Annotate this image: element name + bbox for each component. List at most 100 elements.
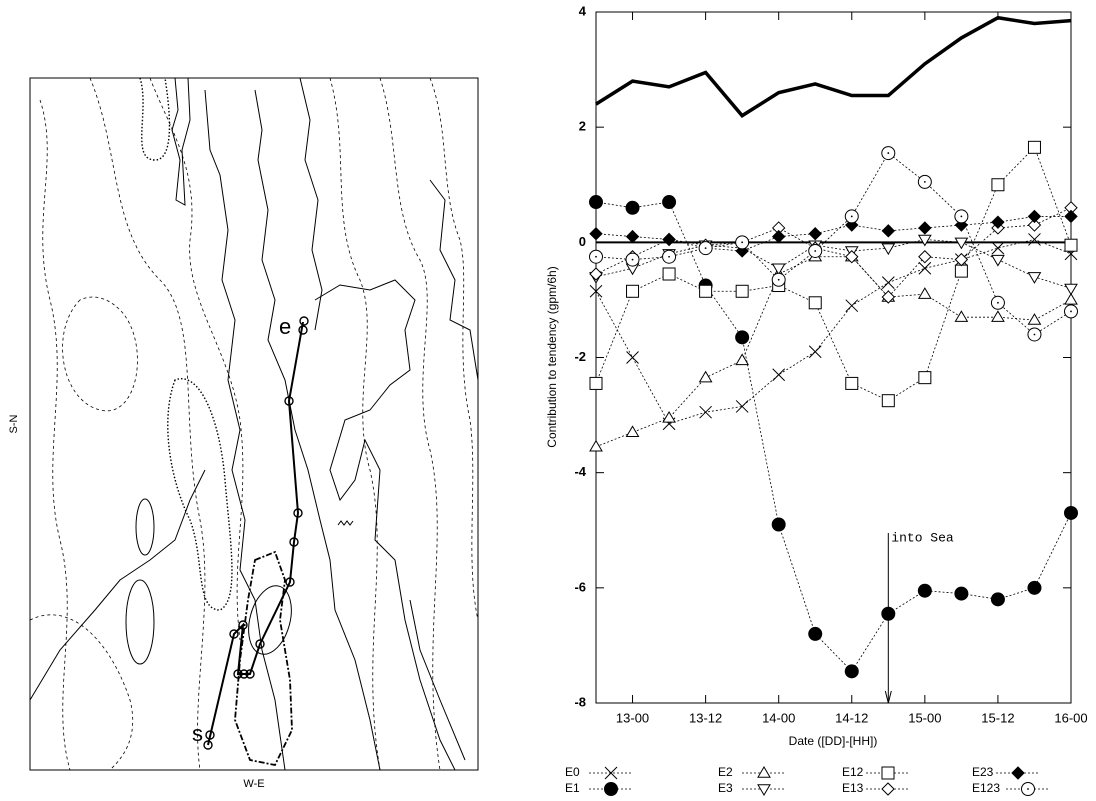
dashed-contours xyxy=(29,77,479,771)
marker-dot xyxy=(668,255,670,258)
marker xyxy=(604,766,618,780)
marker-dot xyxy=(997,301,999,304)
x-tick-label: 15-00 xyxy=(908,710,941,725)
marker xyxy=(1064,209,1078,224)
marker xyxy=(954,310,969,322)
track-point xyxy=(298,325,308,335)
marker xyxy=(917,174,932,189)
track-point xyxy=(255,639,265,649)
marker-dot xyxy=(814,250,817,252)
marker xyxy=(1027,209,1042,224)
y-tick-label: -6 xyxy=(574,579,586,594)
x-tick-label: 14-00 xyxy=(762,710,795,725)
track-point xyxy=(239,669,249,679)
track-point xyxy=(284,396,294,406)
marker xyxy=(991,254,1005,267)
marker xyxy=(881,224,896,238)
x-tick-label: 16-00 xyxy=(1054,710,1087,725)
track-end-label: e xyxy=(279,314,291,339)
x-tick-label: 13-12 xyxy=(689,710,722,725)
legend-label: E1 xyxy=(565,781,580,795)
marker xyxy=(735,353,750,366)
marker xyxy=(699,405,712,419)
marker xyxy=(881,782,895,796)
contour xyxy=(329,77,381,771)
marker-dot xyxy=(1027,788,1029,790)
marker xyxy=(917,583,932,598)
track-point xyxy=(289,537,299,547)
marker xyxy=(1027,327,1042,342)
marker-dot xyxy=(1033,333,1036,336)
contour xyxy=(248,585,292,655)
marker-dot xyxy=(704,247,707,249)
marker xyxy=(699,284,713,298)
track xyxy=(203,316,309,750)
y-tick-label: 2 xyxy=(579,119,586,134)
coast xyxy=(409,599,466,761)
legend-label: E23 xyxy=(972,765,994,779)
marker xyxy=(881,146,896,161)
track-point xyxy=(299,316,309,326)
annotation-arrowhead xyxy=(884,690,892,704)
marker xyxy=(1064,292,1078,305)
marker xyxy=(589,267,603,281)
series-line xyxy=(595,146,1072,402)
y-tick-label: 0 xyxy=(579,234,586,249)
x-tick-label: 14-12 xyxy=(835,710,868,725)
marker xyxy=(881,766,895,780)
map-y-label: S-N xyxy=(8,414,20,433)
contour xyxy=(135,498,155,556)
dotted-contours xyxy=(139,77,233,611)
marker xyxy=(844,664,859,679)
track-point xyxy=(238,620,248,630)
solid-contours xyxy=(125,498,292,665)
marker xyxy=(954,252,969,267)
marker xyxy=(625,425,640,438)
marker xyxy=(604,782,618,796)
track-point xyxy=(245,669,255,679)
marker xyxy=(991,178,1005,192)
marker xyxy=(954,209,969,224)
y-tick-label: 4 xyxy=(579,3,587,18)
y-axis-label: Contribution to tendency (gpm/6h) xyxy=(545,266,559,447)
marker xyxy=(918,250,932,264)
marker xyxy=(1064,304,1078,319)
marker xyxy=(954,264,968,278)
contour xyxy=(62,296,138,412)
marker xyxy=(589,195,603,210)
marker xyxy=(735,284,749,298)
marker-dot xyxy=(777,278,780,281)
marker xyxy=(757,766,771,778)
annotation: into Sea xyxy=(891,530,954,545)
marker xyxy=(991,241,1005,255)
x-tick-label: 15-12 xyxy=(981,710,1014,725)
marker xyxy=(917,287,932,299)
coast xyxy=(171,77,191,206)
legend-label: E0 xyxy=(565,765,580,779)
marker xyxy=(917,234,932,247)
coast xyxy=(254,89,381,771)
marker xyxy=(881,243,896,256)
marker xyxy=(625,252,640,267)
marker xyxy=(808,296,822,310)
marker xyxy=(662,410,676,423)
coastlines xyxy=(29,77,479,771)
marker xyxy=(1011,766,1025,780)
track-point xyxy=(293,508,303,518)
marker xyxy=(1028,233,1041,246)
track-line xyxy=(207,321,304,746)
legend-label: E12 xyxy=(842,765,864,779)
series-line xyxy=(595,239,1072,425)
marker xyxy=(735,330,750,345)
contour xyxy=(429,77,479,621)
y-tick-label: -4 xyxy=(574,464,586,479)
series-line xyxy=(595,239,1072,289)
coast xyxy=(204,89,286,771)
legend-label: E2 xyxy=(718,765,733,779)
y-tick-label: -8 xyxy=(574,694,586,709)
marker-dot xyxy=(1070,310,1072,313)
marker xyxy=(771,229,786,244)
marker xyxy=(990,295,1005,310)
